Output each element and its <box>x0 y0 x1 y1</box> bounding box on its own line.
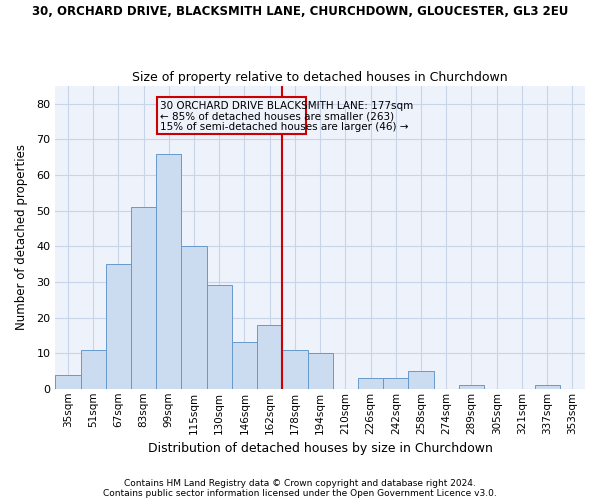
Text: Contains HM Land Registry data © Crown copyright and database right 2024.: Contains HM Land Registry data © Crown c… <box>124 478 476 488</box>
Bar <box>308 353 333 389</box>
Bar <box>535 385 560 389</box>
Text: ← 85% of detached houses are smaller (263): ← 85% of detached houses are smaller (26… <box>160 112 395 122</box>
Bar <box>131 207 156 389</box>
Bar <box>106 264 131 389</box>
X-axis label: Distribution of detached houses by size in Churchdown: Distribution of detached houses by size … <box>148 442 493 455</box>
Bar <box>232 342 257 389</box>
Text: 15% of semi-detached houses are larger (46) →: 15% of semi-detached houses are larger (… <box>160 122 409 132</box>
Text: 30, ORCHARD DRIVE, BLACKSMITH LANE, CHURCHDOWN, GLOUCESTER, GL3 2EU: 30, ORCHARD DRIVE, BLACKSMITH LANE, CHUR… <box>32 5 568 18</box>
Bar <box>156 154 181 389</box>
Bar <box>257 324 283 389</box>
Bar <box>55 374 80 389</box>
Bar <box>409 371 434 389</box>
Y-axis label: Number of detached properties: Number of detached properties <box>15 144 28 330</box>
Text: 30 ORCHARD DRIVE BLACKSMITH LANE: 177sqm: 30 ORCHARD DRIVE BLACKSMITH LANE: 177sqm <box>160 101 414 111</box>
Text: Contains public sector information licensed under the Open Government Licence v3: Contains public sector information licen… <box>103 488 497 498</box>
FancyBboxPatch shape <box>157 96 306 134</box>
Bar <box>283 350 308 389</box>
Bar <box>358 378 383 389</box>
Bar <box>80 350 106 389</box>
Title: Size of property relative to detached houses in Churchdown: Size of property relative to detached ho… <box>133 70 508 84</box>
Bar <box>383 378 409 389</box>
Bar <box>181 246 206 389</box>
Bar <box>459 385 484 389</box>
Bar <box>206 286 232 389</box>
